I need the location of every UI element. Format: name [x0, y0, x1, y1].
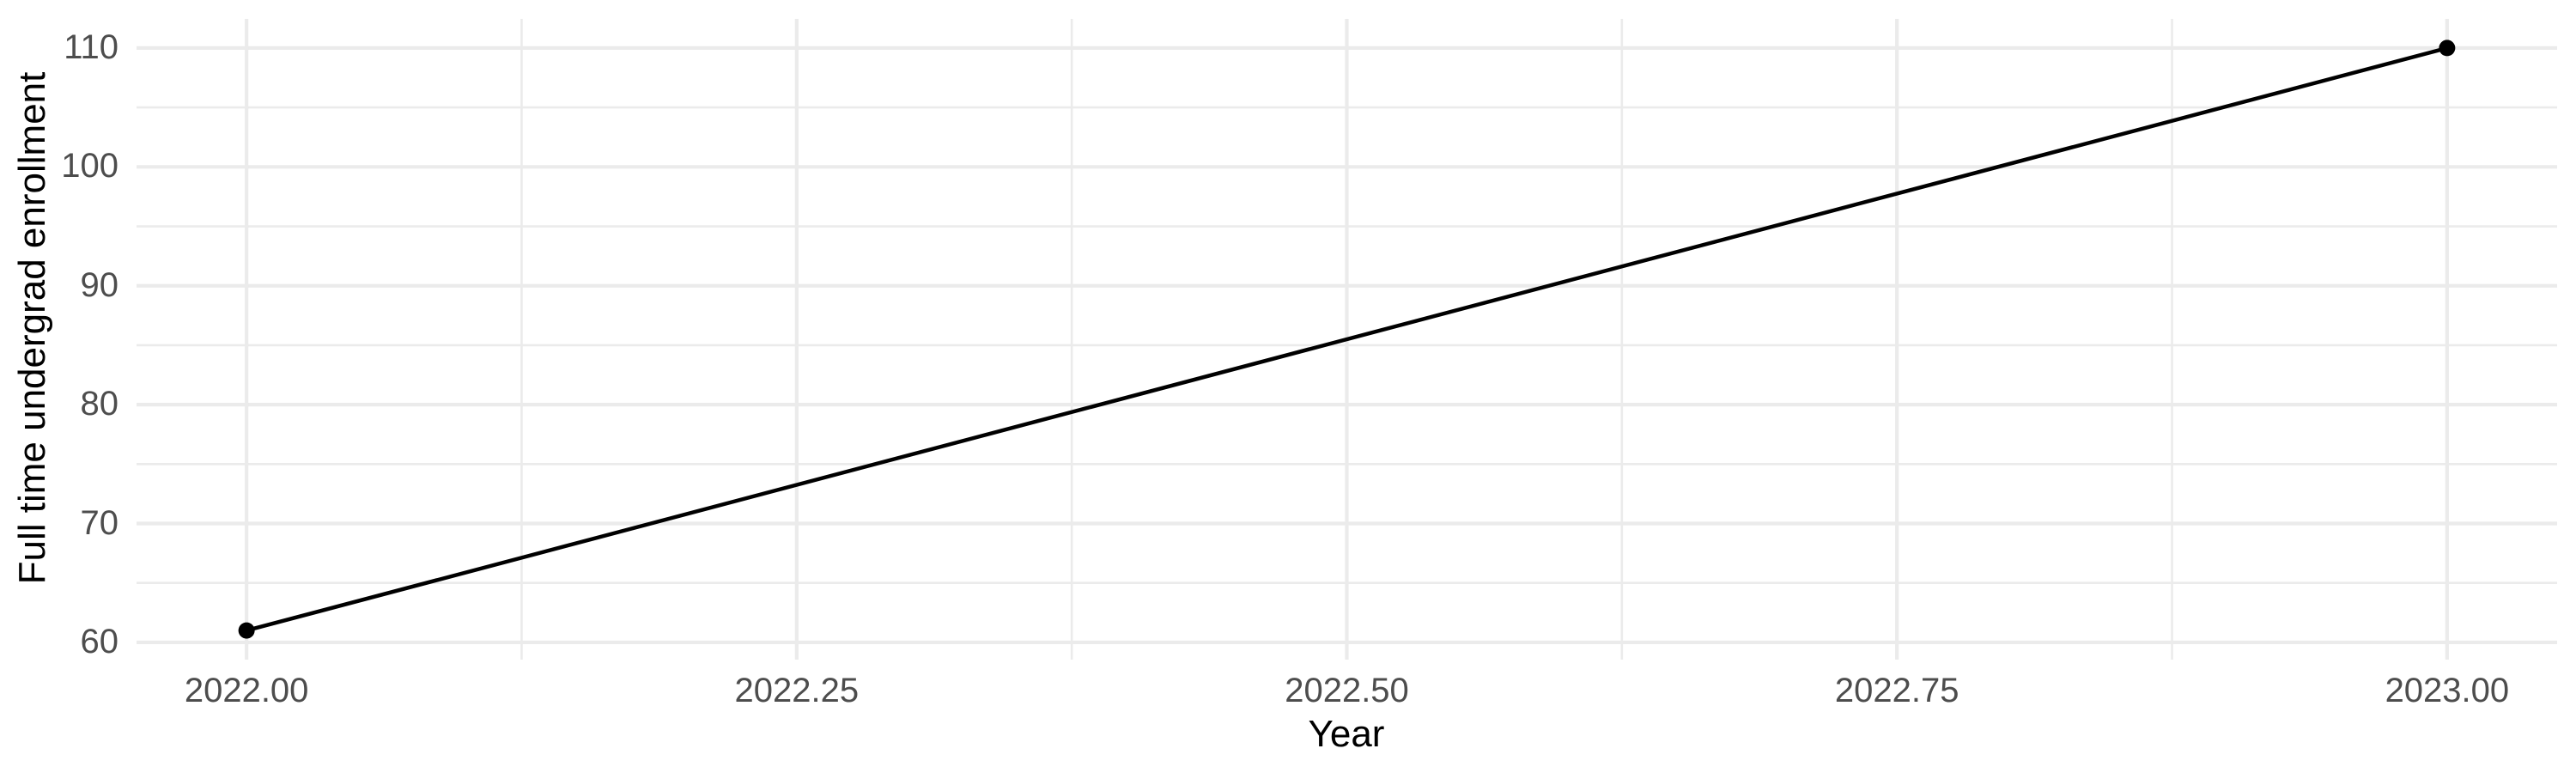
y-tick-label: 110 — [64, 27, 118, 66]
y-axis-title: Full time undergrad enrollment — [11, 71, 53, 585]
x-tick-label: 2022.25 — [734, 672, 860, 709]
x-axis-title: Year — [1308, 713, 1385, 755]
trend-line — [244, 46, 2450, 633]
data-point — [238, 622, 255, 639]
x-tick-label: 2022.50 — [1285, 672, 1409, 709]
x-tick-label: 2022.75 — [1834, 672, 1959, 709]
y-tick-label: 80 — [80, 385, 119, 423]
x-tick-label: 2023.00 — [2385, 672, 2510, 709]
x-tick-label: 2022.00 — [184, 672, 309, 709]
y-tick-label: 70 — [80, 503, 119, 542]
y-tick-label: 60 — [80, 623, 119, 661]
y-tick-label: 100 — [61, 147, 118, 186]
y-tick-label: 90 — [80, 265, 119, 304]
data-point — [2439, 40, 2456, 57]
